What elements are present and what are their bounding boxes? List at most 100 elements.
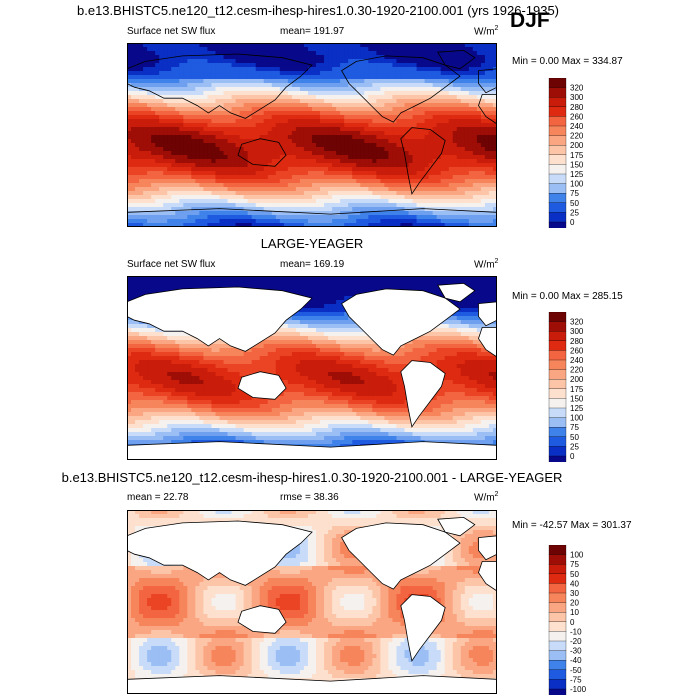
panel-units-label: W/m2: [474, 25, 498, 37]
colorbar-swatch: [548, 164, 567, 175]
colorbar-swatch: [548, 612, 567, 623]
colorbar-swatch: [548, 359, 567, 370]
colorbar-swatch: [548, 388, 567, 399]
colorbar-tick-label: 125: [570, 404, 584, 413]
continent-greenland: [437, 282, 476, 303]
max-key: Max =: [561, 291, 590, 302]
colorbar-swatch: [548, 602, 567, 613]
continent-antarctica: [127, 675, 497, 694]
mean-value: 191.97: [313, 26, 345, 37]
colorbar-swatch: [548, 573, 567, 584]
colorbar-tick-label: 0: [570, 218, 575, 227]
colorbar-swatch: [548, 631, 567, 642]
colorbar-tick-label: -30: [570, 647, 582, 656]
colorbar-swatch: [548, 679, 567, 690]
colorbar-tick-label: 260: [570, 112, 584, 121]
panel-variable-label: Surface net SW flux: [127, 259, 216, 270]
colorbar-tick-label: 50: [570, 199, 579, 208]
continent-north-america: [341, 55, 461, 123]
colorbar-tick-label: 75: [570, 423, 579, 432]
colorbar-swatch: [548, 350, 567, 361]
colorbar-swatch: [548, 106, 567, 117]
units-text: W/m: [474, 26, 495, 38]
figure-title: b.e13.BHISTC5.ne120_t12.cesm-ihesp-hires…: [77, 3, 560, 18]
colorbar-swatch: [548, 145, 567, 156]
continent-europe-asia: [127, 520, 313, 586]
colorbar-tick-label: 175: [570, 151, 584, 160]
colorbar-swatch: [548, 212, 567, 223]
colorbar-tick-label: 220: [570, 366, 584, 375]
colorbar-tick-label: 75: [570, 189, 579, 198]
colorbar-swatch: [548, 455, 567, 462]
continent-australia: [237, 605, 287, 634]
colorbar-tick-label: 300: [570, 327, 584, 336]
colorbar-swatch: [548, 583, 567, 594]
colorbar-tick-label: 175: [570, 385, 584, 394]
colorbar-swatch: [548, 554, 567, 565]
units-text: W/m: [474, 259, 495, 271]
max-value: 285.15: [592, 291, 623, 302]
colorbar-swatch: [548, 669, 567, 680]
colorbar-tick-label: 100: [570, 551, 584, 560]
colorbar-tick-label: 125: [570, 170, 584, 179]
colorbar-swatch: [548, 592, 567, 603]
colorbar-tick-label: 280: [570, 337, 584, 346]
continent-europe-asia: [127, 286, 313, 352]
continent-greenland: [437, 49, 476, 70]
colorbar-swatch: [548, 173, 567, 184]
colorbar-tick-label: 50: [570, 570, 579, 579]
colorbar-tick-label: 320: [570, 84, 584, 93]
panel-units-label: W/m2: [474, 491, 498, 503]
colorbar-tick-label: 240: [570, 356, 584, 365]
colorbar-swatch: [548, 135, 567, 146]
colorbar-tick-label: 200: [570, 375, 584, 384]
colorbar-tick-label: 0: [570, 618, 575, 627]
min-value: 0.00: [539, 56, 559, 67]
min-key: Min =: [512, 520, 537, 531]
mean-value: 22.78: [163, 492, 189, 503]
continent-south-america: [400, 127, 446, 195]
colorbar-tick-label: 100: [570, 414, 584, 423]
map-frame: [127, 43, 497, 227]
map-obs: [127, 276, 497, 460]
colorbar-tick-label: 300: [570, 93, 584, 102]
colorbar-swatch: [548, 87, 567, 98]
mean-key: mean=: [280, 26, 311, 37]
panel-units-label: W/m2: [474, 258, 498, 270]
max-value: 334.87: [592, 56, 623, 67]
rmse-value: 38.36: [313, 492, 339, 503]
panel-obs-title: LARGE-YEAGER: [260, 236, 364, 251]
units-text: W/m: [474, 492, 495, 504]
panel-diff-title: b.e13.BHISTC5.ne120_t12.cesm-ihesp-hires…: [61, 470, 563, 485]
colorbar-tick-label: 280: [570, 103, 584, 112]
colorbar-swatch: [548, 545, 567, 555]
colorbar-tick-label: -50: [570, 666, 582, 675]
colorbar-swatch: [548, 340, 567, 351]
continent-antarctica: [127, 208, 497, 227]
panel-mean-label: mean= 191.97: [280, 26, 344, 37]
colorbar-swatch: [548, 331, 567, 342]
panel-rmse-label: rmse = 38.36: [280, 492, 339, 503]
continent-south-america: [400, 594, 446, 662]
colorbar-tick-label: 30: [570, 589, 579, 598]
panel-variable-label: Surface net SW flux: [127, 26, 216, 37]
colorbar-swatch: [548, 564, 567, 575]
colorbar-tick-label: 320: [570, 318, 584, 327]
colorbar-swatch: [548, 78, 567, 88]
colorbar-swatch: [548, 202, 567, 213]
continent-australia: [237, 138, 287, 167]
colorbar-swatch: [548, 116, 567, 127]
colorbar-tick-label: 200: [570, 141, 584, 150]
colorbar-swatch: [548, 369, 567, 380]
colorbar-tick-label: 150: [570, 394, 584, 403]
colorbar-tick-label: 50: [570, 433, 579, 442]
colorbar-swatch: [548, 660, 567, 671]
colorbar-swatch: [548, 688, 567, 695]
max-key: Max =: [561, 56, 590, 67]
panel-minmax-label: Min = -42.57 Max = 301.37: [512, 520, 632, 531]
continent-africa: [478, 94, 497, 125]
map-frame: [127, 276, 497, 460]
panel-mean-label: mean = 22.78: [127, 492, 188, 503]
